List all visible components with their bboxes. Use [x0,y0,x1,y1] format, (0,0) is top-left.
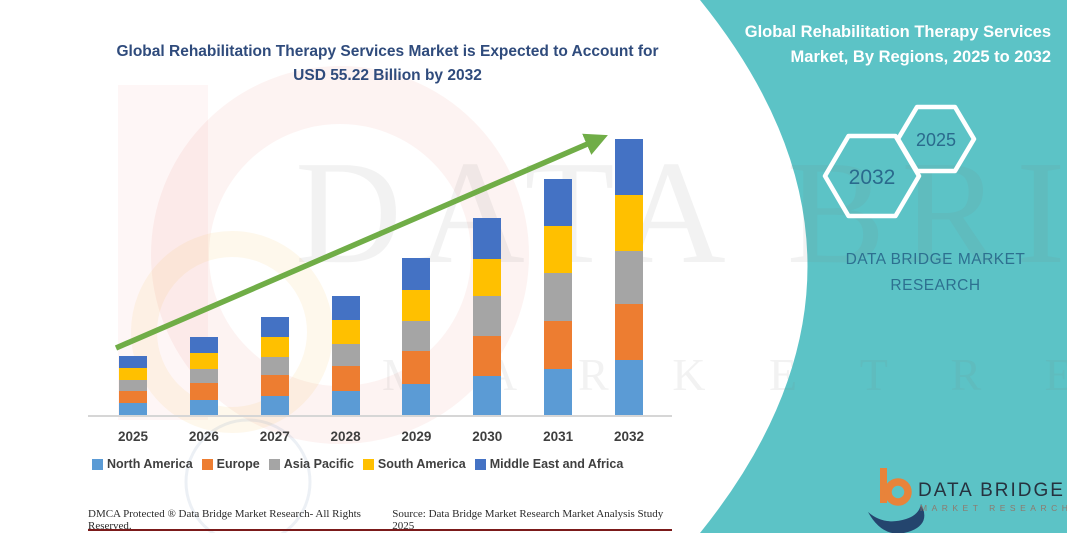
bar-segment [402,384,431,415]
legend-item: Asia Pacific [268,457,354,471]
bar-2025 [119,356,147,415]
legend-swatch [362,458,374,470]
bar-segment [544,273,573,321]
legend-label: North America [107,457,193,471]
bar-2028 [331,296,360,415]
logo-subname: MARKET RESEARCH [920,503,1067,513]
legend-swatch [201,458,213,470]
bar-segment [615,360,644,415]
bar-segment [189,399,218,415]
teal-panel [700,0,1067,533]
logo-name: DATA BRIDGE [918,480,1065,501]
bar-segment [260,356,289,375]
bar-segment [544,368,573,415]
x-axis-label: 2032 [613,429,645,444]
bar-segment [615,303,644,360]
bar-segment [331,343,360,366]
legend-item: Europe [201,457,260,471]
legend-label: South America [377,457,466,471]
watermark-logo-ring-small [131,231,333,433]
legend-item: North America [92,457,193,471]
bar-segment [331,296,360,320]
bar-segment [544,179,573,226]
legend-item: Middle East and Africa [474,457,624,471]
x-axis-label: 2026 [188,429,219,444]
hexagon-2032-label: 2032 [849,166,896,189]
bar-segment [189,368,218,383]
bar-2032 [615,138,644,415]
bar-segment [544,320,573,369]
bar-2029 [402,258,431,415]
bar-segment [260,375,289,396]
bar-2026 [189,337,218,415]
legend-label: Europe [216,457,260,471]
bar-2031 [544,179,573,415]
x-axis-labels: 2025 2026 2027 2028 2029 2030 2031 2032 [88,429,672,447]
x-axis-label: 2031 [543,429,574,444]
legend-item: South America [362,457,466,471]
trend-arrow [114,133,608,351]
databridge-logo: DATA BRIDGE MARKET RESEARCH [862,466,1067,522]
bar-segment [260,337,289,357]
bar-segment [119,368,147,380]
x-axis-label: 2025 [117,429,149,444]
databridge-logo-icon [868,468,925,533]
hexagon-2025-label: 2025 [916,130,956,150]
bar-segment [402,350,431,384]
hexagon-2025 [895,104,977,174]
bar-segment [473,376,502,415]
legend-swatch [268,458,280,470]
bar-segment [189,353,218,369]
x-axis-label: 2030 [472,429,503,444]
bar-segment [615,250,644,304]
legend-swatch [474,458,486,470]
legend-label: Asia Pacific [283,457,354,471]
footer: DMCA Protected ® Data Bridge Market Rese… [88,508,674,532]
x-axis-label: 2029 [401,429,432,444]
chart-legend: North America Europe Asia Pacific South Ame… [92,457,682,471]
plot-area [88,0,672,417]
bar-segment [615,138,644,195]
x-axis-label: 2027 [259,429,290,444]
bar-segment [119,403,147,415]
bar-segment [473,218,502,259]
bar-segment [544,226,573,273]
bar-segment [402,258,431,290]
hexagon-2032 [822,133,922,219]
bar-segment [331,319,360,344]
bar-segment [189,383,218,400]
bar-2027 [260,317,289,415]
bar-segment [473,335,502,376]
bar-segment [615,194,644,251]
brand-text: DATA BRIDGE MARKET RESEARCH [828,247,1043,298]
brand-text-line2: RESEARCH [890,276,981,294]
x-axis-label: 2028 [330,429,361,444]
bar-2030 [473,218,502,415]
brand-text-line1: DATA BRIDGE MARKET [845,251,1026,268]
bar-segment [189,337,218,353]
bar-segment [260,317,289,337]
bar-segment [473,295,502,336]
bar-segment [331,366,360,391]
footer-divider-line [88,529,672,531]
legend-label: Middle East and Africa [489,457,624,471]
bar-segment [119,356,147,368]
chart-title: Global Rehabilitation Therapy Services M… [116,43,659,85]
panel-title: Global Rehabilitation Therapy Services M… [744,23,1051,66]
legend-swatch [92,458,103,470]
bar-segment [119,380,147,391]
bar-segment [260,395,289,415]
bar-segment [402,321,431,351]
watermark-circle-bottom [184,418,312,533]
bar-segment [119,391,147,403]
bar-segment [473,259,502,296]
bar-segment [402,289,431,321]
bar-segment [331,391,360,415]
